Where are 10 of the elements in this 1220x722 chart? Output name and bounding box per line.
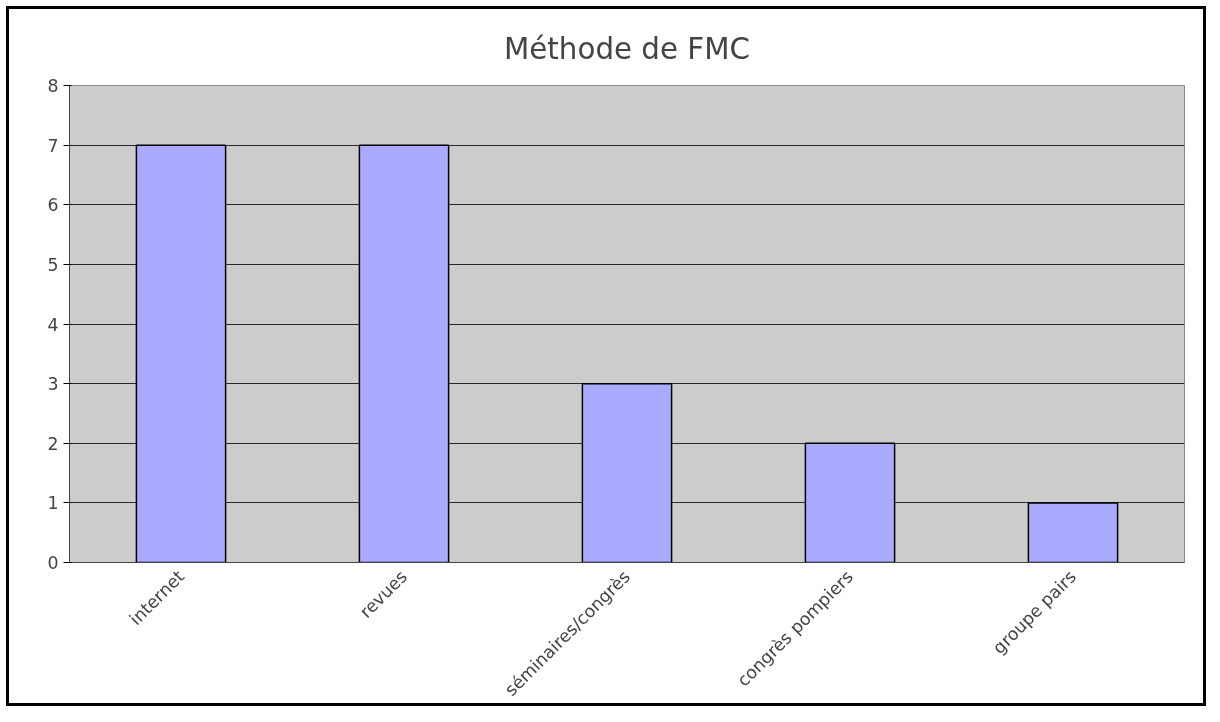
y-tick-label: 1	[47, 493, 59, 514]
y-tick-label: 6	[47, 195, 59, 216]
y-tick-label: 0	[47, 553, 59, 573]
y-tick-label: 4	[47, 314, 59, 335]
y-tick-label: 5	[47, 254, 59, 275]
chart-title: Méthode de FMC	[504, 31, 750, 66]
y-tick-label: 3	[47, 374, 59, 395]
y-tick-label: 7	[47, 135, 59, 156]
y-tick-label: 2	[47, 433, 59, 454]
y-tick-label: 8	[47, 76, 59, 96]
